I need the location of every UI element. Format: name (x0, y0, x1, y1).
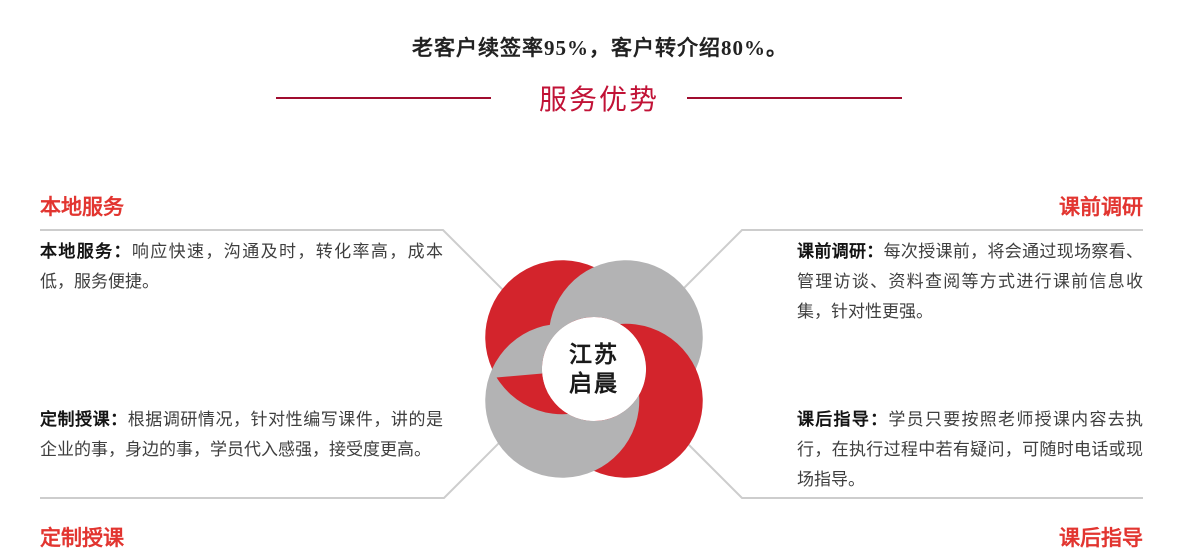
divider-bottom-right (664, 420, 1143, 499)
text-local-service-body: 响应快速，沟通及时，转化率高，成本低，服务便捷。 (40, 242, 444, 291)
label-after-class-guidance: 课后指导 (1059, 527, 1143, 550)
text-pre-class-research-body: 每次授课前，将会通过现场察看、管理访谈、资料查阅等方式进行课前信息收集，针对性更… (797, 242, 1144, 321)
title-right-line (687, 97, 902, 99)
text-custom-teaching-body: 根据调研情况，针对性编写课件，讲的是企业的事，身边的事，学员代入感强，接受度更高… (40, 410, 444, 459)
text-local-service: 本地服务：响应快速，沟通及时，转化率高，成本低，服务便捷。 (40, 237, 443, 297)
text-after-class-guidance: 课后指导：学员只要按照老师授课内容去执行，在执行过程中若有疑问，可随时电话或现场… (797, 405, 1143, 495)
text-after-class-guidance-lead: 课后指导： (797, 410, 889, 429)
section-title: 服务优势 (538, 84, 659, 115)
label-custom-teaching: 定制授课 (40, 527, 124, 550)
label-pre-class-research: 课前调研 (1059, 196, 1143, 219)
company-name-line2: 启晨 (569, 370, 619, 396)
label-local-service: 本地服务 (40, 196, 124, 219)
company-name-line1: 江苏 (569, 341, 619, 367)
text-after-class-guidance-body: 学员只要按照老师授课内容去执行，在执行过程中若有疑问，可随时电话或现场指导。 (797, 410, 1144, 489)
text-custom-teaching: 定制授课：根据调研情况，针对性编写课件，讲的是企业的事，身边的事，学员代入感强，… (40, 405, 443, 465)
company-name: 江苏 启晨 (464, 239, 724, 499)
stat-line: 老客户续签率95%，客户转介绍80%。 (412, 36, 788, 60)
section-title-row: 服务优势 (0, 80, 1189, 116)
divider-bottom-left (40, 420, 522, 499)
divider-top-right (664, 229, 1143, 308)
text-pre-class-research: 课前调研：每次授课前，将会通过现场察看、管理访谈、资料查阅等方式进行课前信息收集… (797, 237, 1143, 327)
divider-top-left (40, 229, 521, 308)
title-left-line (275, 97, 491, 99)
text-local-service-lead: 本地服务： (40, 242, 132, 261)
text-pre-class-research-lead: 课前调研： (797, 242, 884, 261)
text-custom-teaching-lead: 定制授课： (40, 410, 128, 429)
